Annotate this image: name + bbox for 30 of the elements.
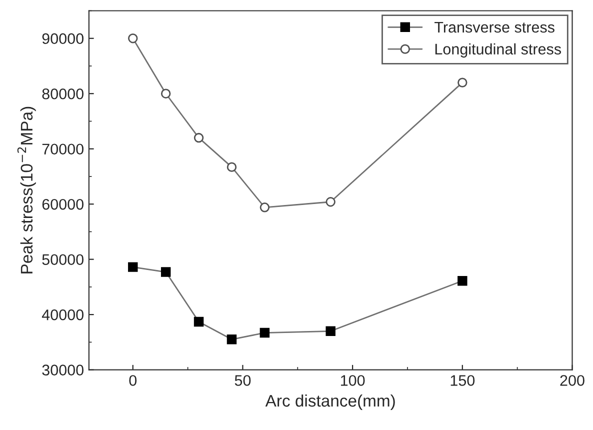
point [458, 276, 468, 286]
y-tick-label: 50000 [42, 254, 84, 266]
y-tick-label: 80000 [42, 88, 84, 100]
x-tick-label: 200 [560, 375, 584, 386]
y-tick-label: 90000 [42, 33, 84, 44]
x-tick-label: 100 [340, 375, 365, 386]
x-tick-label: 0 [129, 375, 137, 386]
point [260, 328, 270, 338]
point [260, 202, 270, 212]
point [128, 34, 138, 44]
y-tick-label: 60000 [42, 198, 84, 210]
y-tick-label: 40000 [42, 309, 84, 320]
x-tick-label: 150 [450, 375, 475, 386]
legend-label: Transverse stress [434, 22, 554, 33]
point [194, 316, 204, 327]
x-axis-title: Arc distance(mm) [265, 394, 395, 410]
legend-label: Longitudinal stress [435, 43, 562, 58]
point [458, 78, 468, 88]
point [226, 162, 237, 172]
y-tick-label: 30000 [42, 364, 84, 376]
y-axis-title: Peak stress(10$^{−2}$MPa) [17, 106, 36, 274]
point [226, 334, 237, 344]
point [326, 326, 336, 336]
y-tick-label: 70000 [42, 144, 84, 155]
point [194, 132, 204, 143]
point [128, 262, 138, 272]
point [160, 88, 171, 98]
x-tick-label: 50 [234, 375, 251, 386]
point [160, 267, 171, 277]
point [326, 197, 336, 207]
